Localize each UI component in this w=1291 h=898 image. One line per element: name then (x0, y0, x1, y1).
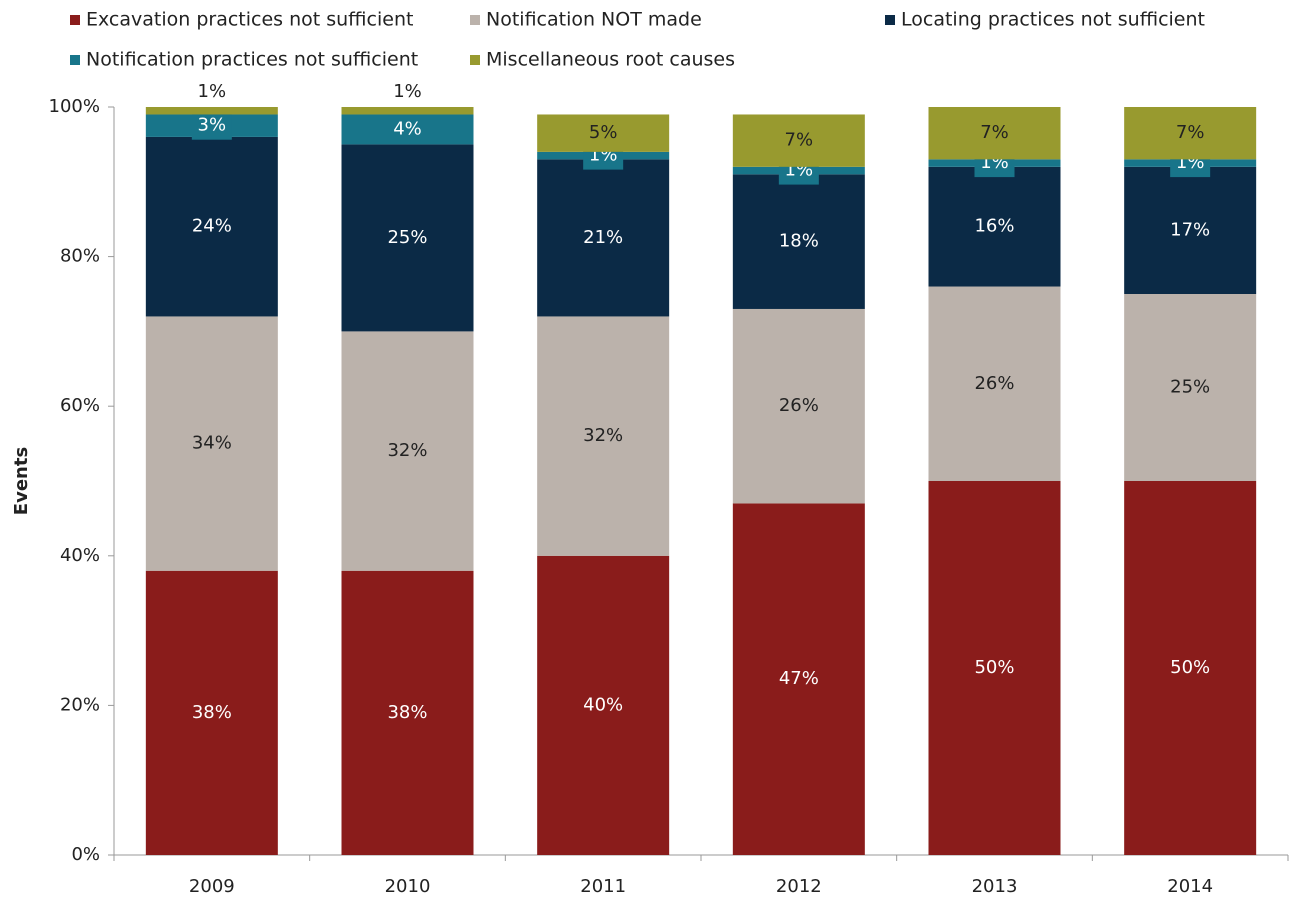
bar-segment (341, 570, 474, 855)
legend-label: Excavation practices not sufficient (86, 9, 413, 31)
data-label: 16% (974, 216, 1014, 237)
y-tick-label: 100% (49, 96, 100, 117)
data-label: 7% (785, 130, 814, 151)
bar-segment (1124, 107, 1257, 160)
data-label: 32% (583, 425, 623, 446)
bar-segment (732, 114, 865, 167)
bar-segment (1124, 294, 1257, 481)
bar-segment (341, 144, 474, 332)
data-label: 34% (192, 433, 232, 454)
y-tick-label: 20% (60, 694, 100, 715)
data-label: 4% (393, 118, 422, 139)
bar-segment (732, 174, 865, 309)
y-tick-label: 0% (71, 844, 100, 865)
data-label: 21% (583, 227, 623, 248)
data-label: 47% (779, 668, 819, 689)
bar-segment (928, 481, 1061, 855)
bar-segment (928, 166, 1061, 287)
bar-segment (341, 331, 474, 571)
data-label: 1% (198, 81, 227, 102)
bar-segment (341, 107, 474, 115)
bar-segment (537, 114, 670, 152)
data-label: 26% (779, 395, 819, 416)
legend-swatch (885, 15, 895, 25)
legend-label: Notification practices not sufficient (86, 49, 418, 71)
legend-label: Locating practices not sufficient (901, 9, 1205, 31)
data-label: 26% (974, 373, 1014, 394)
legend-swatch (470, 15, 480, 25)
bar-segment (732, 503, 865, 855)
bar-segment (732, 308, 865, 504)
bar-segment (145, 316, 278, 571)
data-label: 18% (779, 231, 819, 252)
x-tick-label: 2009 (189, 876, 235, 897)
y-tick-label: 40% (60, 545, 100, 566)
y-tick-label: 60% (60, 395, 100, 416)
data-label: 5% (589, 122, 618, 143)
data-label: 50% (1170, 657, 1210, 678)
data-label: 7% (1176, 122, 1205, 143)
data-label: 38% (192, 702, 232, 723)
bar-segment (928, 286, 1061, 481)
label-box (191, 111, 232, 140)
data-label: 25% (387, 227, 427, 248)
data-label: 1% (393, 81, 422, 102)
bar-segment (1124, 481, 1257, 855)
x-tick-label: 2014 (1167, 876, 1213, 897)
bar-segment (145, 136, 278, 317)
bar-segment (928, 107, 1061, 160)
bar-segment (537, 159, 670, 317)
y-axis-label: Events (11, 447, 32, 515)
data-label: 17% (1170, 219, 1210, 240)
x-tick-label: 2011 (580, 876, 626, 897)
data-label: 40% (583, 694, 623, 715)
bar-segment (1124, 166, 1257, 294)
data-label: 32% (387, 440, 427, 461)
bar-segment (537, 316, 670, 556)
label-box (387, 115, 428, 144)
legend-swatch (470, 55, 480, 65)
legend-swatch (70, 15, 80, 25)
legend-swatch (70, 55, 80, 65)
data-label: 24% (192, 216, 232, 237)
data-label: 50% (974, 657, 1014, 678)
bar-segment (145, 570, 278, 855)
data-label: 3% (198, 115, 227, 136)
data-label: 7% (980, 122, 1009, 143)
data-label: 38% (387, 702, 427, 723)
bar-segment (537, 555, 670, 855)
bar-segment (145, 107, 278, 115)
x-tick-label: 2010 (385, 876, 431, 897)
legend-label: Notification NOT made (486, 9, 702, 31)
legend-label: Miscellaneous root causes (486, 49, 735, 71)
data-label: 25% (1170, 377, 1210, 398)
y-tick-label: 80% (60, 246, 100, 267)
x-tick-label: 2013 (972, 876, 1018, 897)
x-tick-label: 2012 (776, 876, 822, 897)
